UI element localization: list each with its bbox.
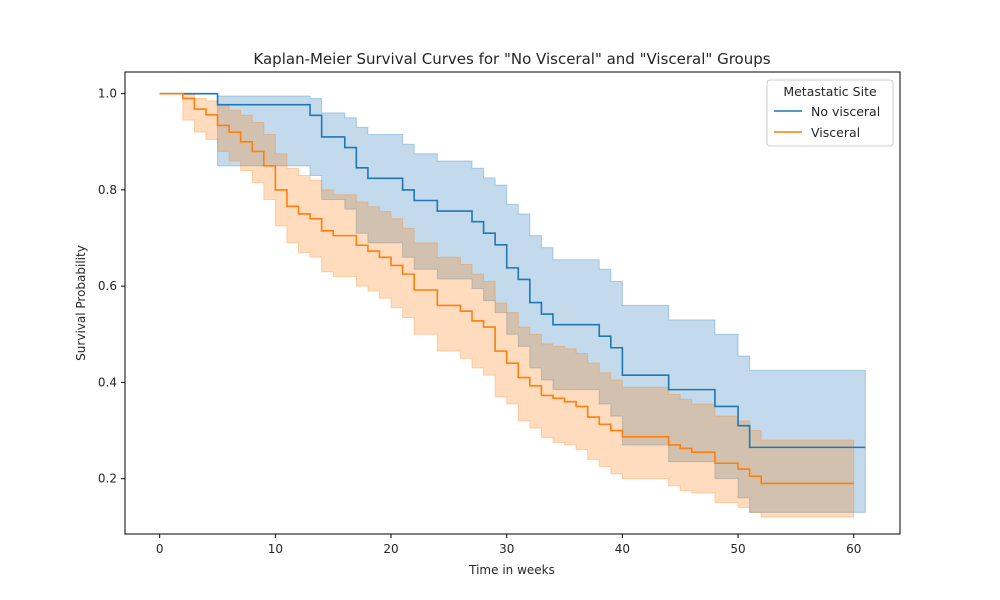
x-tick-label: 30 — [499, 542, 514, 556]
y-tick-label: 0.2 — [98, 472, 117, 486]
y-tick-label: 0.8 — [98, 183, 117, 197]
confidence-band-visceral — [159, 93, 855, 518]
legend-box — [766, 79, 894, 147]
x-tick-label: 60 — [846, 542, 861, 556]
confidence-bands — [159, 93, 866, 518]
survival-lines — [159, 92, 866, 485]
plot-area — [124, 71, 901, 535]
chart-title: Kaplan-Meier Survival Curves for "No Vis… — [253, 50, 770, 68]
legend-label-visceral: Visceral — [811, 125, 860, 140]
legend-items: No visceral Visceral — [774, 104, 880, 140]
y-axis-label: Survival Probability — [74, 245, 88, 361]
y-tick-label: 0.6 — [98, 279, 117, 293]
x-tick-label: 0 — [156, 542, 164, 556]
x-axis-label: Time in weeks — [468, 563, 555, 577]
plot-frame — [124, 71, 901, 535]
x-tick-label: 50 — [730, 542, 745, 556]
x-tick-label: 20 — [383, 542, 398, 556]
survival-line-no-visceral — [159, 92, 866, 449]
survival-line-visceral — [159, 92, 854, 485]
y-axis: 0.2 0.4 0.6 0.8 1.0 — [98, 87, 125, 486]
x-axis: 0 10 20 30 40 50 60 — [156, 534, 861, 556]
y-tick-label: 0.4 — [98, 375, 117, 389]
legend-title: Metastatic Site — [783, 84, 877, 99]
x-tick-label: 40 — [615, 542, 630, 556]
legend-label-no-visceral: No visceral — [811, 104, 880, 119]
y-tick-label: 1.0 — [98, 87, 117, 101]
confidence-band-no-visceral — [159, 93, 866, 513]
legend: Metastatic Site No visceral Visceral — [766, 79, 894, 147]
x-tick-label: 10 — [268, 542, 283, 556]
